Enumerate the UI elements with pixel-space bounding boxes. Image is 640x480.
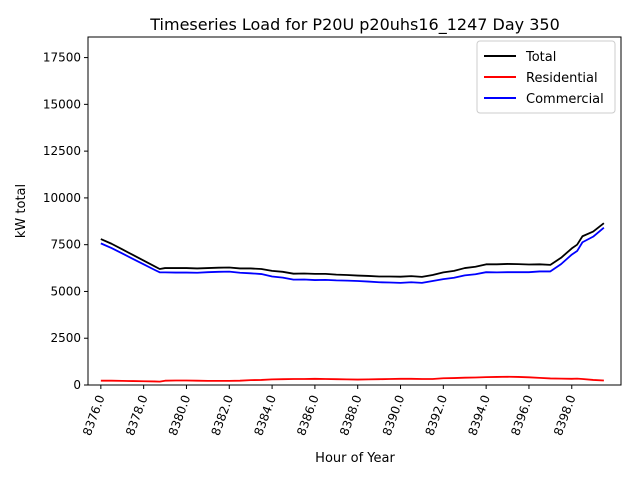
x-axis-label: Hour of Year xyxy=(315,451,395,466)
series-line-total xyxy=(100,222,605,278)
y-tick-label: 12500 xyxy=(43,144,81,158)
chart-title: Timeseries Load for P20U p20uhs16_1247 D… xyxy=(149,15,560,35)
series-lines xyxy=(100,222,605,383)
legend-label-total: Total xyxy=(525,50,556,65)
legend-box xyxy=(476,40,616,114)
y-tick-label: 15000 xyxy=(43,97,81,111)
y-axis-label: kW total xyxy=(14,184,29,238)
y-tick-label: 0 xyxy=(73,378,81,392)
legend-label-residential: Residential xyxy=(526,71,598,86)
plot-frame xyxy=(87,36,622,386)
y-tick-label: 5000 xyxy=(50,284,81,298)
series-line-commercial xyxy=(100,226,605,284)
y-tick-label: 10000 xyxy=(43,191,81,205)
y-axis-ticks: 0 2500 5000 7500 10000 12500 15000 17500 xyxy=(43,51,88,392)
y-tick-label: 17500 xyxy=(43,51,81,65)
legend-entries: Total Residential Commercial xyxy=(484,50,604,107)
series-line-residential xyxy=(100,375,604,383)
y-tick-label: 2500 xyxy=(50,331,81,345)
y-tick-label: 7500 xyxy=(50,238,81,252)
legend-label-commercial: Commercial xyxy=(526,92,604,107)
legend: Total Residential Commercial xyxy=(476,40,616,114)
